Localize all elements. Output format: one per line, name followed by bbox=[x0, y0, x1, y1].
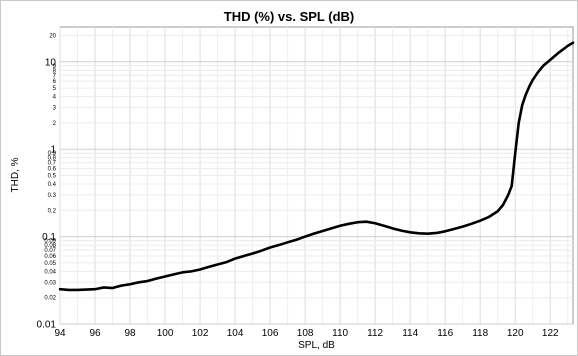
y-minor-tick-label: 0.9 bbox=[48, 151, 57, 157]
x-tick-label: 114 bbox=[402, 328, 418, 339]
y-minor-tick-label: 0.06 bbox=[44, 254, 56, 260]
x-tick-label: 110 bbox=[332, 328, 348, 339]
x-tick-label: 118 bbox=[472, 328, 488, 339]
x-axis-label: SPL, dB bbox=[298, 340, 335, 351]
thd-series-line bbox=[58, 41, 575, 292]
y-tick-label: 0.01 bbox=[37, 320, 57, 331]
y-minor-tick-label: 6 bbox=[53, 79, 57, 85]
series-group bbox=[58, 41, 575, 292]
x-tick-label: 116 bbox=[437, 328, 453, 339]
x-tick-label: 112 bbox=[367, 328, 383, 339]
x-tick-label: 96 bbox=[89, 328, 101, 339]
tick-labels: 94 96 98 100 102 104 106 108 110 112 114 116 118 120 1… bbox=[37, 33, 559, 339]
y-minor-tick-label: 0.08 bbox=[44, 243, 56, 249]
y-tick-label: 1 bbox=[50, 145, 56, 156]
y-minor-tick-label: 0.6 bbox=[48, 167, 57, 173]
y-minor-tick-label: 9 bbox=[53, 64, 57, 70]
y-axis-label: THD, % bbox=[10, 157, 21, 192]
x-tick-label: 108 bbox=[297, 328, 314, 339]
grid-lines bbox=[59, 27, 573, 325]
y-minor-tick-label: 7 bbox=[53, 73, 57, 79]
y-minor-tick-label: 0.2 bbox=[48, 208, 57, 214]
y-minor-tick-label: 0.8 bbox=[48, 156, 57, 162]
x-tick-label: 122 bbox=[542, 328, 559, 339]
y-minor-tick-label: 0.09 bbox=[44, 239, 56, 245]
y-minor-tick-label: 5 bbox=[53, 86, 57, 92]
x-tick-label: 120 bbox=[507, 328, 524, 339]
y-minor-tick-label: 0.4 bbox=[48, 182, 57, 188]
y-minor-tick-label: 2 bbox=[53, 121, 57, 127]
y-minor-tick-label: 4 bbox=[53, 95, 57, 101]
y-tick-label: 0.1 bbox=[42, 232, 56, 243]
x-tick-label: 100 bbox=[157, 328, 174, 339]
x-tick-label: 106 bbox=[262, 328, 279, 339]
x-tick-label: 104 bbox=[227, 328, 244, 339]
y-minor-tick-label: 0.02 bbox=[44, 296, 56, 302]
x-tick-label: 102 bbox=[192, 328, 209, 339]
x-tick-label: 94 bbox=[54, 328, 66, 339]
y-minor-tick-label: 0.03 bbox=[44, 280, 56, 286]
y-minor-tick-label: 0.7 bbox=[48, 161, 57, 167]
chart-title: THD (%) vs. SPL (dB) bbox=[224, 9, 355, 24]
y-minor-tick-label: 0.5 bbox=[48, 174, 57, 180]
y-tick-label: 10 bbox=[45, 57, 57, 68]
x-tick-label: 98 bbox=[124, 328, 136, 339]
y-minor-tick-label: 0.07 bbox=[44, 248, 56, 254]
y-minor-tick-label: 0.04 bbox=[44, 269, 56, 275]
y-minor-tick-label: 0.3 bbox=[48, 193, 57, 199]
y-minor-tick-label: 20 bbox=[49, 33, 56, 39]
y-minor-tick-label: 0.05 bbox=[44, 261, 56, 267]
y-minor-tick-label: 8 bbox=[53, 68, 57, 74]
y-minor-tick-label: 3 bbox=[53, 105, 57, 111]
